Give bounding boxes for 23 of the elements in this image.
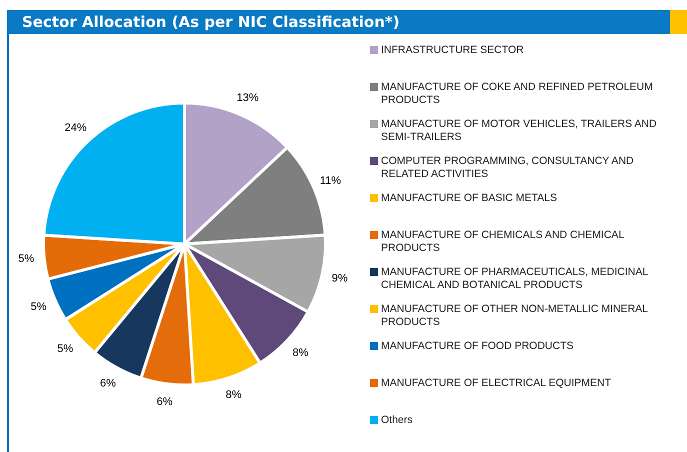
data-label: 13%	[236, 92, 259, 104]
data-label: 8%	[292, 346, 309, 359]
legend-label: MANUFACTURE OF CHEMICALS AND CHEMICAL PRODUCTS	[381, 229, 625, 255]
data-label: 8%	[226, 389, 242, 402]
data-label: 5%	[57, 343, 74, 356]
legend-label: MANUFACTURE OF ELECTRICAL EQUIPMENT	[381, 377, 612, 390]
legend-label: INFRASTRUCTURE SECTOR	[381, 44, 524, 57]
legend-label: COMPUTER PROGRAMMING, CONSULTANCY AND RELATED ACTIVITIES	[381, 155, 635, 181]
legend-label: MANUFACTURE OF MOTOR VEHICLES, TRAILERS AND SEMI-TRAILERS	[381, 118, 658, 144]
legend-label: Others	[381, 414, 413, 427]
data-label: 6%	[156, 396, 173, 408]
chart-title: Sector Allocation (As per NIC Classification*)	[7, 10, 670, 34]
legend-label: MANUFACTURE OF OTHER NON-METALLIC MINERAL PRODUCTS	[381, 303, 649, 329]
data-label: 9%	[332, 272, 348, 285]
data-label: 6%	[100, 377, 116, 390]
data-label: 11%	[320, 174, 342, 187]
legend-label: MANUFACTURE OF FOOD PRODUCTS	[381, 340, 574, 353]
data-label: 24%	[64, 122, 87, 134]
legend-label: MANUFACTURE OF PHARMACEUTICALS, MEDICINAL CHEMICAL AND BOTANICAL PRODUCTS	[381, 266, 649, 292]
legend-label: MANUFACTURE OF BASIC METALS	[381, 192, 557, 205]
data-label: 5%	[30, 301, 47, 314]
data-label: 5%	[18, 252, 34, 265]
legend-label: MANUFACTURE OF COKE AND REFINED PETROLEUM PRODUCTS	[381, 81, 654, 107]
